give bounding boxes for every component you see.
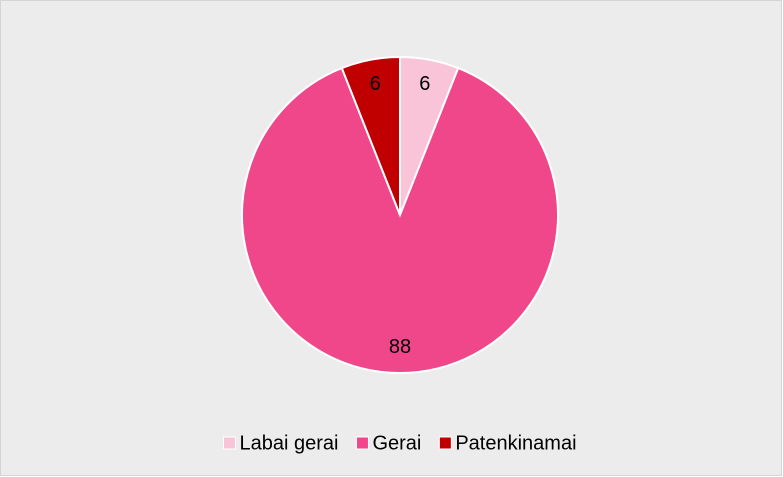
legend-swatch: [355, 436, 369, 450]
pie-slice: [340, 55, 401, 216]
data-label: 88: [389, 336, 411, 358]
legend-swatch: [438, 436, 452, 450]
pie-slice: [241, 66, 559, 374]
data-label: 6: [370, 73, 381, 95]
pie: 6 88 6: [241, 55, 559, 374]
legend-swatch: [222, 436, 236, 450]
legend-label: Patenkinamai: [455, 432, 576, 454]
legend-label: Labai gerai: [239, 432, 338, 454]
data-label: 6: [419, 73, 430, 95]
legend-label: Gerai: [372, 432, 421, 454]
legend: Labai gerai Gerai Patenkinamai: [222, 432, 577, 454]
